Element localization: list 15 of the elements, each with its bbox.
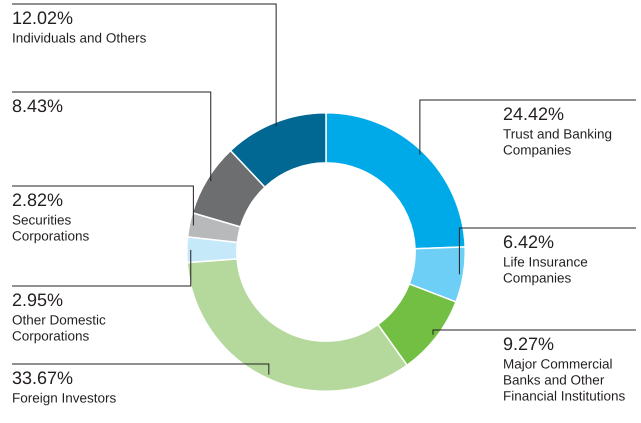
data-label: 9.27% (503, 334, 554, 354)
data-label: 33.67% (12, 368, 74, 388)
slice-label: Life Insurance Companies (503, 254, 588, 286)
data-label: 6.42% (503, 232, 554, 252)
slice-label: Major Commercial Banks and Other Financial Institutions (503, 356, 626, 404)
slice-label: Securities Corporations (12, 212, 90, 244)
data-label: 8.43% (12, 96, 64, 116)
data-label: 2.95% (12, 290, 64, 310)
slice-label: Other Domestic Corporations (12, 312, 106, 344)
data-label: 24.42% (503, 104, 564, 124)
slice-label: Individuals and Others (12, 30, 147, 46)
slice-label: Trust and Banking Companies (503, 126, 612, 158)
data-label: 2.82% (12, 190, 64, 210)
data-label: 12.02% (12, 8, 74, 28)
slice-label: Foreign Investors (12, 390, 117, 406)
